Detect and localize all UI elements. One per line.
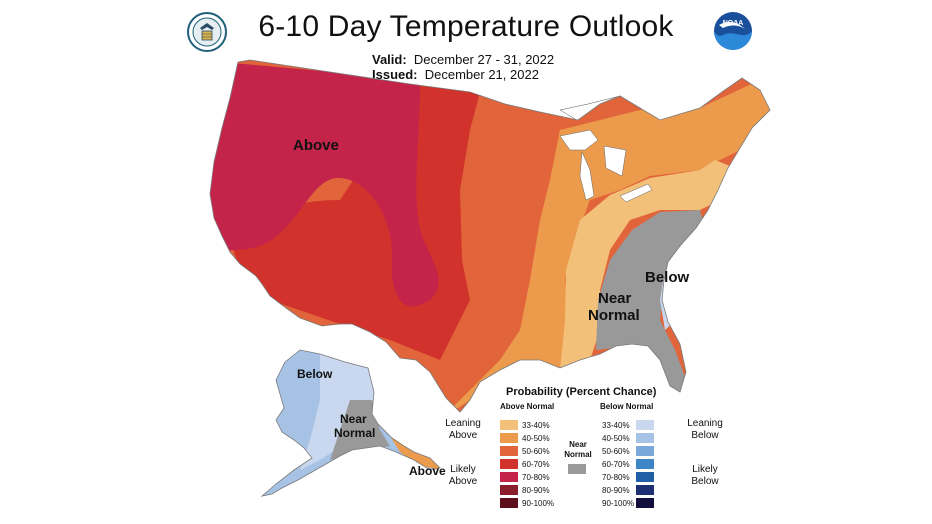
below-level-swatch (636, 485, 654, 495)
legend-likely-above: Likely Above (440, 464, 486, 488)
above-level-label: 40-50% (522, 434, 550, 443)
below-level-swatch (636, 472, 654, 482)
label-near-normal-line1: Near (598, 290, 632, 307)
label-below-se: Below (645, 269, 690, 286)
above-level-label: 70-80% (522, 473, 550, 482)
above-level-swatch (500, 433, 518, 443)
leaning-below-line2: Below (691, 430, 719, 441)
likely-below-line1: Likely (692, 464, 718, 475)
legend-near-normal-header: Near Normal (558, 440, 598, 460)
above-level-swatch (500, 472, 518, 482)
above-level-swatch (500, 485, 518, 495)
legend-likely-below: Likely Below (682, 464, 728, 488)
above-level-label: 33-40% (522, 421, 550, 430)
leaning-above-line2: Above (448, 430, 478, 441)
probability-legend: Probability (Percent Chance) Above Norma… (440, 382, 730, 512)
label-above-west: Above (293, 137, 339, 154)
below-level-swatch (636, 420, 654, 430)
doc-seal-logo (187, 12, 227, 52)
legend-near-normal-swatch (568, 464, 586, 474)
valid-label: Valid: (372, 52, 407, 67)
alaska-outline (260, 349, 441, 497)
label-ak-below: Below (297, 367, 333, 381)
below-level-swatch (636, 498, 654, 508)
below-level-swatch (636, 446, 654, 456)
likely-above-line2: Above (448, 476, 478, 487)
conus-shading (210, 60, 770, 412)
legend-leaning-above: Leaning Above (440, 418, 486, 442)
issued-date: December 21, 2022 (424, 67, 539, 82)
label-ak-near-line1: Near (340, 412, 367, 426)
below-level-label: 90-100% (602, 499, 635, 508)
map-title: 6-10 Day Temperature Outlook (258, 10, 674, 43)
lake-erie (619, 183, 653, 203)
above-level-label: 80-90% (522, 486, 550, 495)
below-level-label: 40-50% (602, 434, 630, 443)
above-level-swatch (500, 420, 518, 430)
lake-michigan (579, 151, 595, 201)
conus-outline (209, 59, 771, 413)
lake-superior (559, 129, 599, 151)
near-header-line1: Near (569, 440, 587, 449)
label-ak-near-line2: Normal (334, 426, 375, 440)
svg-text:NOAA: NOAA (723, 20, 744, 27)
below-level-label: 70-80% (602, 473, 630, 482)
legend-title: Probability (Percent Chance) (506, 386, 657, 398)
above-level-swatch (500, 446, 518, 456)
below-level-swatch (636, 433, 654, 443)
leaning-above-line1: Leaning (445, 418, 481, 429)
above-level-swatch (500, 459, 518, 469)
above-level-label: 90-100% (522, 499, 555, 508)
below-level-swatch (636, 459, 654, 469)
likely-below-line2: Below (691, 476, 719, 487)
leaning-below-line1: Leaning (687, 418, 723, 429)
valid-dates: December 27 - 31, 2022 (413, 52, 555, 67)
near-header-line2: Normal (564, 450, 592, 459)
label-near-normal-line2: Normal (588, 307, 640, 324)
above-level-swatch (500, 498, 518, 508)
label-ak-above: Above (409, 464, 446, 478)
above-level-label: 50-60% (522, 447, 550, 456)
likely-above-line1: Likely (450, 464, 476, 475)
issued-label: Issued: (372, 67, 418, 82)
below-level-label: 50-60% (602, 447, 630, 456)
lake-huron (603, 145, 627, 177)
below-level-label: 60-70% (602, 460, 630, 469)
below-level-label: 80-90% (602, 486, 630, 495)
legend-below-header: Below Normal (600, 402, 654, 411)
noaa-logo: NOAA (714, 12, 752, 50)
above-level-label: 60-70% (522, 460, 550, 469)
date-info: Valid: December 27 - 31, 2022 Issued: De… (372, 52, 554, 82)
legend-leaning-below: Leaning Below (682, 418, 728, 442)
below-level-label: 33-40% (602, 421, 630, 430)
legend-above-header: Above Normal (500, 402, 555, 411)
